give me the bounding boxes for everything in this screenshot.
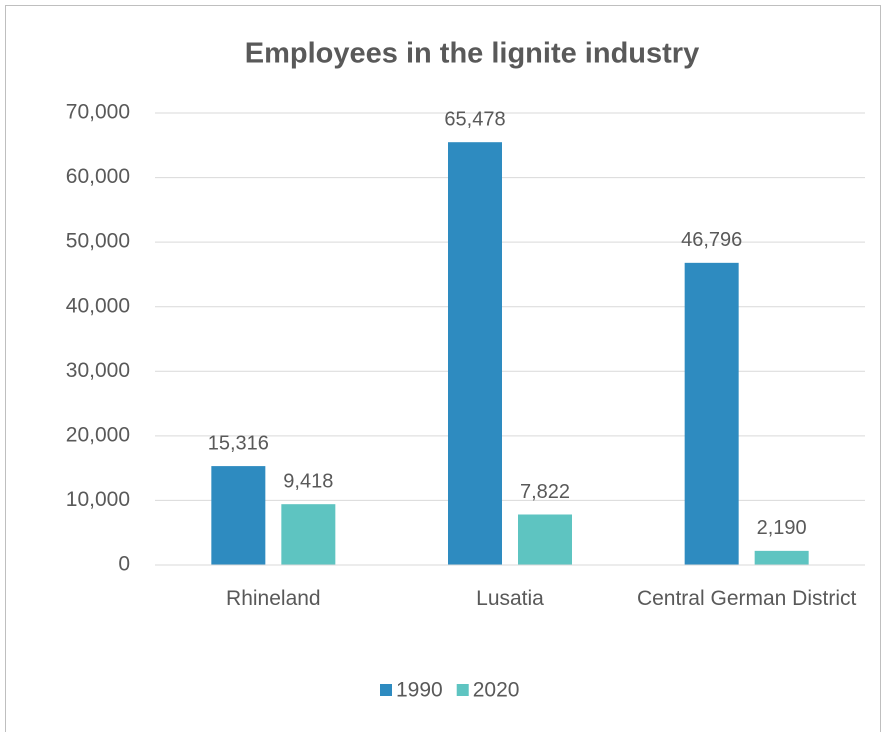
- y-tick-label: 0: [118, 553, 130, 576]
- x-tick-label: Central German District: [636, 587, 857, 610]
- y-tick-label: 30,000: [66, 359, 130, 382]
- data-label: 7,822: [520, 481, 570, 503]
- bar: [518, 514, 572, 565]
- data-label: 65,478: [444, 108, 505, 130]
- x-tick-label: Lusatia: [476, 587, 544, 610]
- legend-swatch: [380, 684, 392, 696]
- y-tick-label: 60,000: [66, 165, 130, 188]
- y-tick-label: 70,000: [66, 101, 130, 124]
- legend-label: 2020: [473, 679, 520, 702]
- bar: [211, 466, 266, 565]
- legend-swatch: [456, 684, 469, 696]
- bar: [754, 550, 809, 565]
- data-label: 46,796: [681, 229, 742, 251]
- chart-frame: [5, 5, 881, 732]
- bar: [448, 142, 502, 565]
- bar: [684, 262, 739, 565]
- data-label: 2,190: [757, 517, 807, 539]
- data-label: 9,418: [283, 470, 333, 492]
- y-tick-label: 40,000: [66, 294, 130, 317]
- legend-label: 1990: [396, 679, 443, 702]
- y-tick-label: 10,000: [66, 488, 130, 511]
- data-label: 15,316: [208, 432, 269, 454]
- bar: [281, 504, 336, 565]
- x-tick-label: Rhineland: [226, 587, 321, 610]
- chart-title: Employees in the lignite industry: [245, 38, 699, 70]
- y-tick-label: 20,000: [66, 423, 130, 446]
- y-tick-label: 50,000: [66, 230, 130, 253]
